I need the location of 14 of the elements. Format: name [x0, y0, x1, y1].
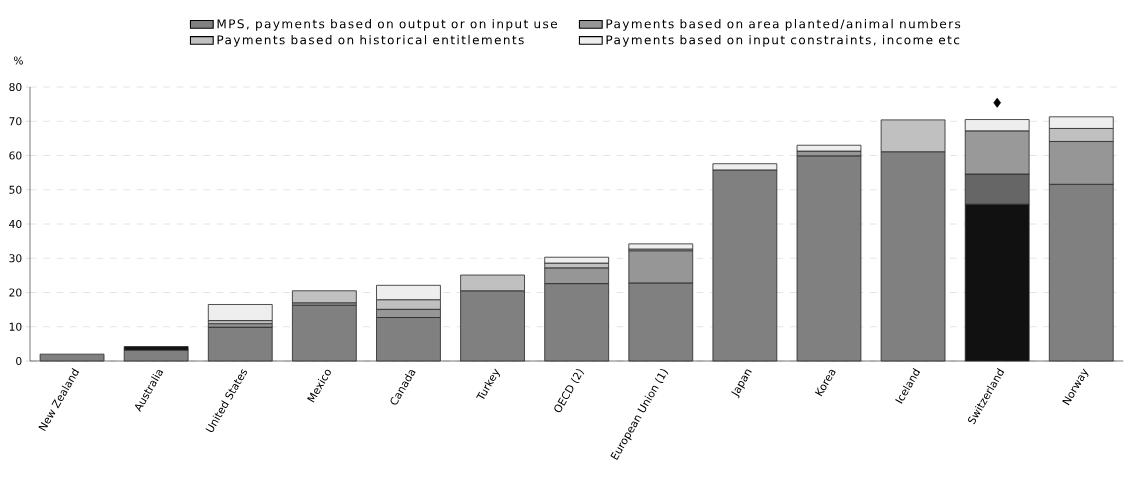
y-tick-label: 80 [9, 82, 22, 92]
legend-label: Payments based on area planted/animal numbers [606, 19, 961, 31]
y-tick-label: 70 [9, 117, 22, 126]
y-tick-label: 20 [9, 288, 22, 297]
y-tick-label: 60 [9, 151, 22, 160]
y-axis-title: % [13, 56, 23, 65]
y-tick-label: 40 [9, 219, 22, 229]
legend-label: Payments based on input constraints, income etc [606, 35, 960, 47]
y-tick-label: 0 [16, 356, 22, 366]
legend-label: Payments based on historical entitlements [217, 35, 524, 47]
y-tick-label: 50 [9, 185, 22, 194]
y-tick-label: 30 [9, 254, 22, 263]
legend-label: MPS, payments based on output or on input use [217, 19, 557, 31]
y-tick-label: 10 [9, 322, 22, 331]
